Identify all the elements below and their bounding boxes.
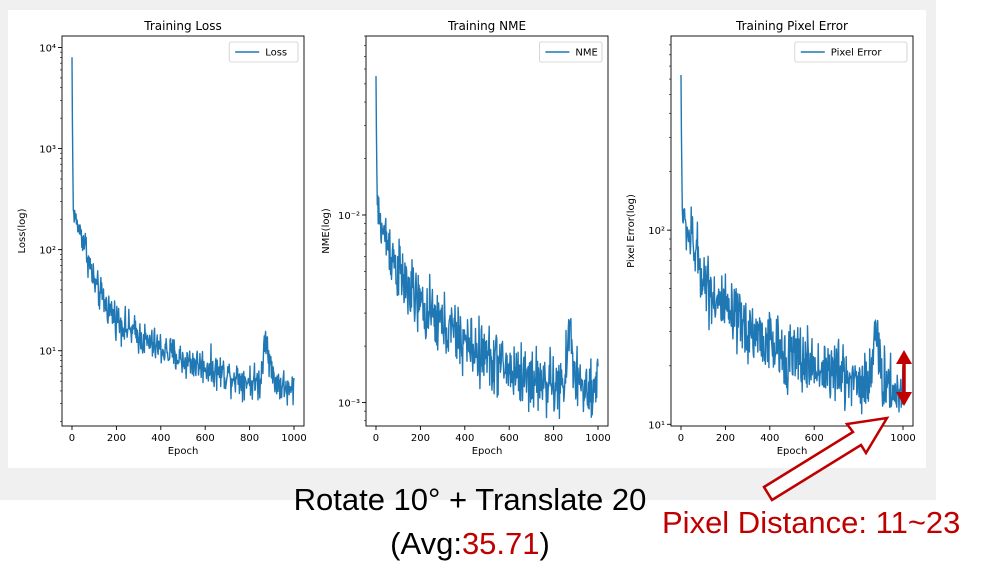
series-line <box>375 76 599 420</box>
x-tick-label: 600 <box>196 433 215 444</box>
axes-frame <box>61 35 305 427</box>
experiment-caption: Rotate 10° + Translate 20 <box>293 482 647 517</box>
chart-title: Training Pixel Error <box>735 19 848 33</box>
pixel-distance-annotation <box>762 350 912 502</box>
x-tick-label: 800 <box>240 433 259 444</box>
pointer-arrow-outline <box>762 416 890 502</box>
pixel-distance-label: Pixel Distance: 11~23 <box>662 505 961 540</box>
y-tick-label: 10⁴ <box>39 44 56 55</box>
legend: Pixel Error <box>794 41 908 63</box>
legend-label: Pixel Error <box>831 48 883 59</box>
x-tick-label: 1000 <box>890 433 915 444</box>
x-axis-label: Epoch <box>777 446 808 457</box>
x-tick-label: 600 <box>805 433 824 444</box>
legend: Loss <box>228 41 299 63</box>
y-tick-label: 10¹ <box>39 347 56 358</box>
x-tick-label: 0 <box>69 433 75 444</box>
plot-training-nme: 0 200 400 600 800 1000 10⁻³ 10⁻² Training NME Epo… <box>321 19 611 457</box>
x-tick-label: 1000 <box>281 433 306 444</box>
range-arrowhead-top <box>896 350 912 364</box>
range-arrowhead-bottom <box>896 392 912 406</box>
axes-frame <box>365 35 609 427</box>
x-tick-label: 400 <box>455 433 474 444</box>
chart-title: Training NME <box>447 19 526 33</box>
x-tick-label: 800 <box>544 433 563 444</box>
y-tick-label: 10² <box>648 226 665 237</box>
x-axis-label: Epoch <box>472 446 503 457</box>
legend-label: Loss <box>265 48 287 59</box>
plot-training-pixel-error: 0200400600800100010¹10²Training Pixel Er… <box>626 19 916 457</box>
y-tick-label: 10² <box>39 246 56 257</box>
legend: NME <box>539 41 603 63</box>
y-tick-label: 10⁻² <box>338 211 360 222</box>
x-tick-label: 400 <box>151 433 170 444</box>
x-axis-label: Epoch <box>168 446 199 457</box>
legend-label: NME <box>575 48 597 59</box>
x-tick-label: 200 <box>716 433 735 444</box>
average-value: 35.71 <box>461 526 540 561</box>
y-axis-label: Pixel Error(log) <box>626 194 637 268</box>
y-axis-label: Loss(log) <box>17 208 28 253</box>
x-tick-label: 400 <box>760 433 779 444</box>
chart-title: Training Loss <box>143 19 221 33</box>
y-axis-label: NME(log) <box>321 208 332 254</box>
series-line <box>71 57 295 406</box>
average-prefix: (Avg: <box>390 526 462 561</box>
x-tick-label: 200 <box>411 433 430 444</box>
average-suffix: ) <box>539 526 550 561</box>
axes-frame <box>670 35 914 427</box>
y-tick-label: 10³ <box>39 145 56 156</box>
x-tick-label: 600 <box>500 433 519 444</box>
x-tick-label: 200 <box>107 433 126 444</box>
average-caption: (Avg:35.71) <box>260 526 680 562</box>
y-tick-label: 10¹ <box>648 420 665 431</box>
series-line <box>680 74 904 415</box>
x-tick-label: 1000 <box>585 433 610 444</box>
x-tick-label: 0 <box>678 433 684 444</box>
figure-canvas <box>8 10 926 468</box>
y-tick-label: 10⁻³ <box>338 399 360 410</box>
plot-training-loss: 0 200 400 600 800 1000 10¹ 10² 10³ 10⁴ Training Lo… <box>17 19 307 457</box>
x-tick-label: 0 <box>373 433 379 444</box>
